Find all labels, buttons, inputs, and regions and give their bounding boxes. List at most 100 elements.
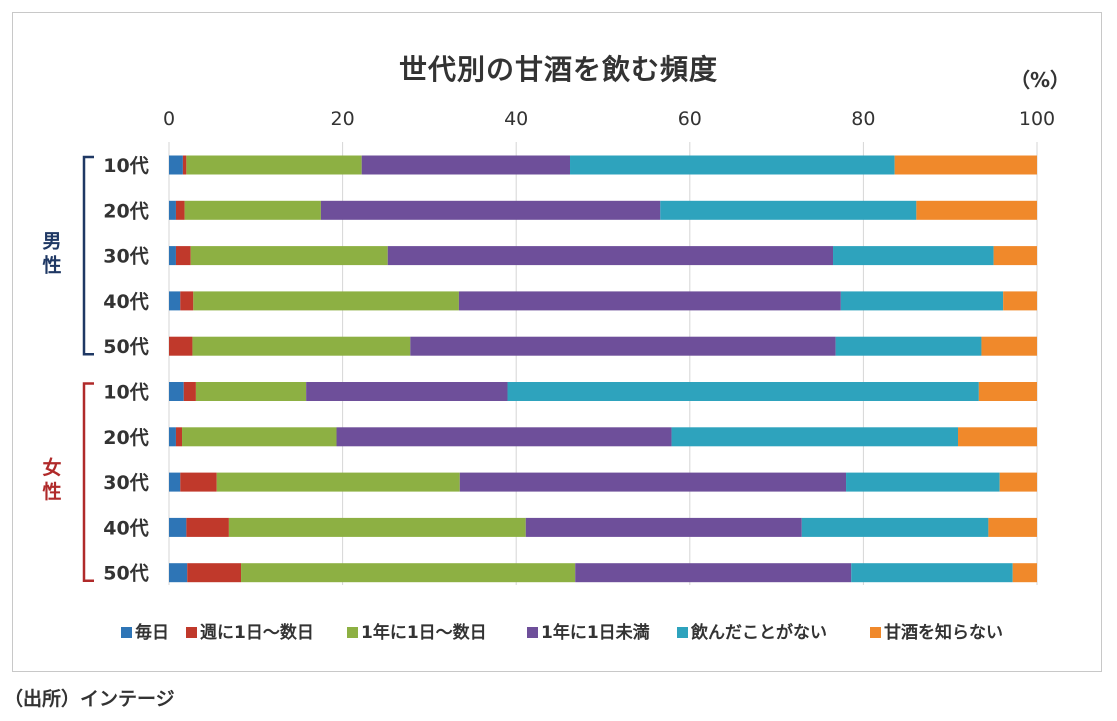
x-tick-labels: 0 20 40 60 80 100 <box>163 108 1055 130</box>
category-label: 10代 <box>103 382 148 404</box>
category-label: 10代 <box>103 155 148 177</box>
bar-segment <box>241 563 576 583</box>
bar-segment <box>193 291 459 311</box>
bar-segment <box>575 563 852 583</box>
legend-swatch <box>527 627 538 638</box>
bar-segment <box>306 382 508 401</box>
legend-swatch <box>121 627 132 638</box>
x-tick-label: 80 <box>851 108 875 130</box>
group-label: 男 <box>42 231 61 253</box>
category-label: 40代 <box>103 517 148 539</box>
bar-segment <box>192 336 411 356</box>
x-tick-label: 100 <box>1019 108 1055 130</box>
bar-segment <box>507 382 979 401</box>
bar-segment <box>169 517 187 537</box>
x-tick-label: 40 <box>504 108 528 130</box>
category-label: 30代 <box>103 472 148 494</box>
bar-segment <box>833 246 994 266</box>
x-tick-label: 60 <box>678 108 702 130</box>
bar-segment <box>570 155 895 175</box>
bar-segment <box>410 336 836 356</box>
group-bracket <box>82 382 94 582</box>
bar-segment <box>851 563 1013 583</box>
category-label: 50代 <box>103 563 148 585</box>
bar-segment <box>916 200 1037 220</box>
bar-segment <box>169 200 176 220</box>
category-label: 30代 <box>103 246 148 268</box>
group-label: 性 <box>42 254 61 277</box>
bar-segment <box>169 155 183 175</box>
bar-segment <box>981 336 1037 356</box>
bar-segment <box>361 155 571 175</box>
stacked-bar-chart: 0 20 40 60 80 100 10代 20代 30代 40代 50代 10代 20代 30代 40代… <box>42 108 1055 643</box>
bar-segment <box>993 246 1037 266</box>
legend-label: 週に1日～数日 <box>200 622 314 643</box>
category-label: 20代 <box>103 200 148 222</box>
legend-swatch <box>677 627 688 638</box>
x-tick-label: 20 <box>331 108 355 130</box>
group-bracket <box>82 155 94 356</box>
bar-segment <box>660 200 917 220</box>
group-label: 性 <box>42 480 61 503</box>
bar-segment <box>894 155 1037 175</box>
bar-segment <box>846 472 1000 492</box>
bar-segment <box>190 246 388 266</box>
bar-segment <box>1012 563 1037 583</box>
bar-segment <box>1003 291 1037 311</box>
legend-swatch <box>347 627 358 638</box>
bar-segment <box>187 563 242 583</box>
bar-segment <box>186 517 229 537</box>
category-label: 40代 <box>103 291 148 313</box>
bar-segment <box>671 427 959 447</box>
bar-segment <box>183 382 196 401</box>
bar-segment <box>175 246 191 266</box>
legend-label: 1年に1日～数日 <box>361 622 487 643</box>
bar-segment <box>182 155 187 175</box>
unit-label: （%） <box>1010 68 1071 92</box>
bar-segment <box>169 246 176 266</box>
bar-segment <box>228 517 526 537</box>
bar-segment <box>169 427 176 447</box>
bar-segment <box>459 472 847 492</box>
bar-segment <box>195 382 307 401</box>
bar-segment <box>336 427 672 447</box>
bar-segment <box>169 563 188 583</box>
category-label: 50代 <box>103 336 148 358</box>
bar-segment <box>999 472 1037 492</box>
bar-segment <box>184 200 321 220</box>
chart-title: 世代別の甘酒を飲む頻度 <box>398 53 718 86</box>
bar-segment <box>216 472 460 492</box>
bar-segment <box>835 336 982 356</box>
bar-segment <box>169 291 181 311</box>
category-labels: 10代 20代 30代 40代 50代 10代 20代 30代 40代 50代 <box>103 155 148 585</box>
category-label: 20代 <box>103 427 148 449</box>
bar-segment <box>186 155 362 175</box>
legend-label: 飲んだことがない <box>690 622 827 643</box>
bar-segment <box>175 200 185 220</box>
legend-swatch <box>186 627 197 638</box>
legend-label: 毎日 <box>135 622 169 643</box>
bar-segment <box>978 382 1037 401</box>
bar-segment <box>182 427 337 447</box>
bar-segment <box>840 291 1004 311</box>
legend-label: 甘酒を知らない <box>884 622 1003 643</box>
legend: 毎日 週に1日～数日 1年に1日～数日 1年に1日未満 飲んだことがない 甘酒を知らない <box>121 622 1003 643</box>
bar-segment <box>169 472 181 492</box>
bar-segment <box>320 200 661 220</box>
bar-segment <box>180 472 217 492</box>
bar-segment <box>988 517 1037 537</box>
bar-segment <box>169 336 193 356</box>
x-tick-label: 0 <box>163 108 175 130</box>
source-note: （出所）インテージ <box>4 688 175 710</box>
bars <box>169 155 1037 583</box>
bar-segment <box>175 427 183 447</box>
legend-label: 1年に1日未満 <box>541 622 650 643</box>
legend-swatch <box>870 627 881 638</box>
bar-segment <box>525 517 802 537</box>
bar-segment <box>180 291 194 311</box>
bar-segment <box>458 291 841 311</box>
bar-segment <box>801 517 989 537</box>
bar-segment <box>958 427 1037 447</box>
bar-segment <box>387 246 834 266</box>
